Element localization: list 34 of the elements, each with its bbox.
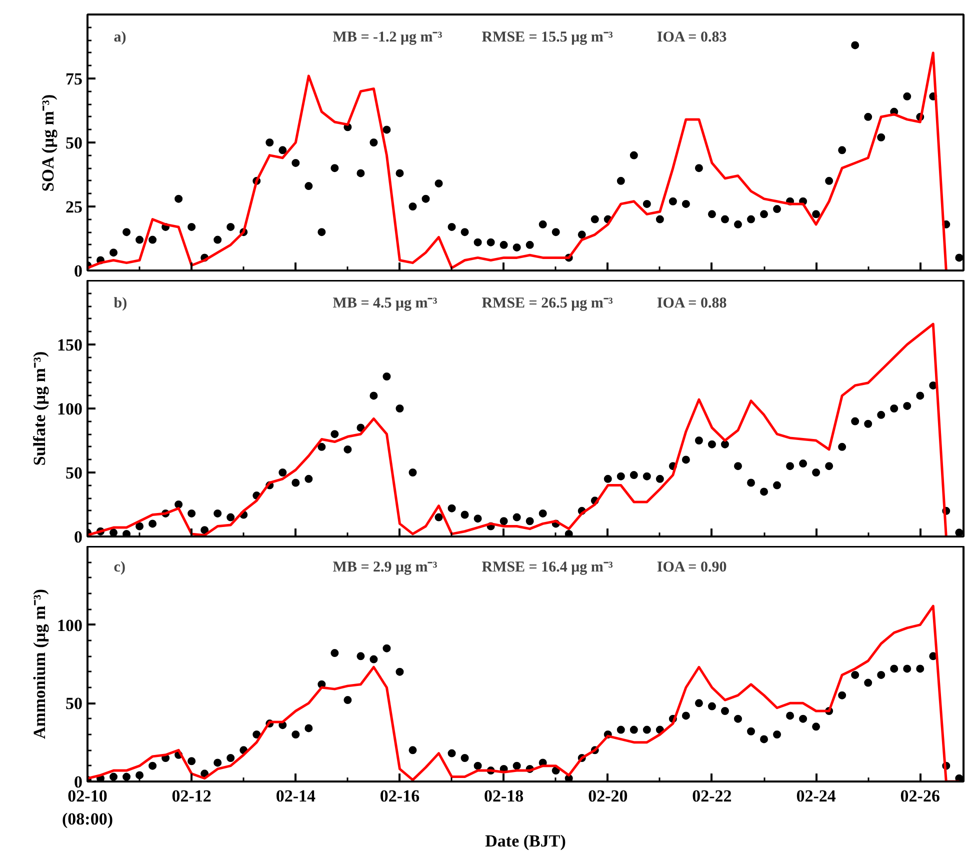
annotation: c) (114, 560, 126, 576)
annotation: MB = -1.2 μg m⁻³ (332, 30, 443, 46)
y-axis-title: SOA (μg m⁻³) (38, 94, 58, 192)
annotation: IOA = 0.83 (656, 30, 727, 46)
x-tick-label: 02-24 (796, 786, 836, 806)
x-tick-label: 02-14 (276, 786, 316, 806)
y-tick-label: 75 (66, 70, 82, 88)
y-tick-label: 150 (57, 336, 82, 354)
annotation: b) (114, 296, 128, 312)
y-tick-label: 25 (66, 198, 82, 216)
y-tick-label: 50 (66, 694, 82, 714)
y-tick-label: 100 (57, 616, 82, 635)
x-tick-label: 02-26 (900, 786, 940, 806)
x-axis-title: Date (BJT) (485, 831, 566, 850)
annotation: a) (114, 30, 126, 46)
y-tick-label: 0 (74, 262, 82, 280)
annotation: RMSE = 26.5 μg m⁻³ (482, 296, 614, 312)
x-tick-label: 02-12 (172, 786, 212, 806)
x-tick-label: 02-22 (692, 786, 732, 806)
y-tick-label: 50 (66, 464, 82, 482)
y-tick-label: 50 (66, 134, 82, 152)
y-tick-label: 0 (74, 528, 82, 546)
x-tick-label: 02-16 (380, 786, 420, 806)
annotation: IOA = 0.88 (656, 296, 727, 312)
y-axis-title: Sulfate (μg m⁻³) (30, 351, 49, 466)
annotation: MB = 2.9 μg m⁻³ (332, 560, 438, 576)
x-tick-label: 02-18 (484, 786, 524, 806)
annotation: IOA = 0.90 (656, 560, 727, 576)
annotation: RMSE = 16.4 μg m⁻³ (482, 560, 614, 576)
x-tick-label: 02-20 (588, 786, 628, 806)
annotation: RMSE = 15.5 μg m⁻³ (482, 30, 614, 46)
y-axis-title: Ammonium (μg m⁻³) (30, 588, 49, 740)
y-tick-label: 100 (57, 400, 82, 418)
annotation: MB = 4.5 μg m⁻³ (332, 296, 438, 312)
